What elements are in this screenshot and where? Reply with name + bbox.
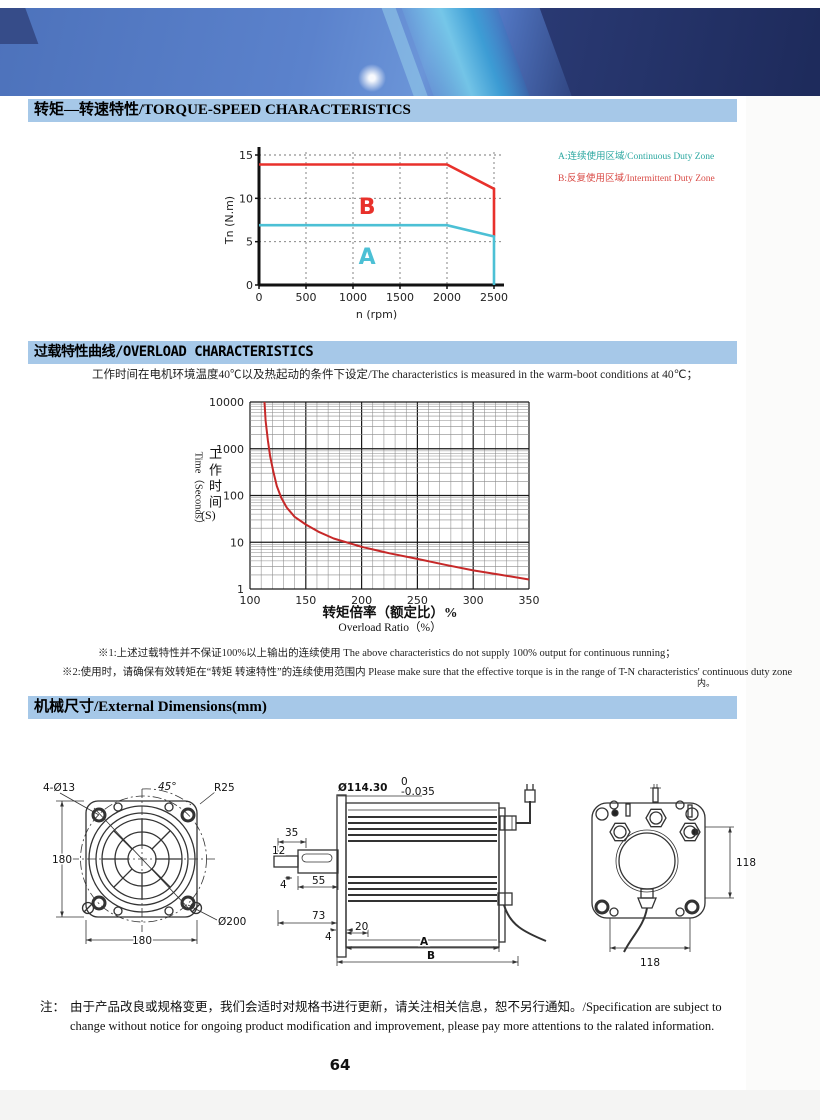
rear-boss: [618, 832, 676, 890]
overload-ylabel-cn: 工作时间: [207, 447, 222, 511]
top-connector: [499, 815, 517, 831]
dim-spigot-tol-lower: -0.035: [401, 786, 435, 798]
banner-corner-wedge: [0, 8, 39, 44]
svg-text:Tn (N.m): Tn (N.m): [223, 196, 236, 245]
svg-text:n (rpm): n (rpm): [356, 308, 397, 321]
overload-conditions-note: 工作时间在电机环境温度40℃以及热起动的条件下设定/The characteri…: [92, 369, 699, 381]
dim-A: A: [420, 936, 429, 948]
svg-text:100: 100: [240, 594, 261, 607]
cable: [503, 904, 547, 942]
svg-text:0: 0: [246, 279, 253, 292]
bolt-holes: [91, 807, 196, 911]
specification-change-note: 注： 由于产品改良或规格变更，我们会适时对规格书进行更新，请关注相关信息，恕不另…: [40, 998, 746, 1037]
dim-4b: 4: [325, 931, 332, 943]
banner-dark-wedge: [532, 8, 820, 96]
dim-4a: 4: [280, 879, 287, 891]
svg-text:B: B: [359, 195, 376, 220]
header-banner-graphic: [0, 8, 820, 96]
section-title-torque-speed: 转矩—转速特性/TORQUE-SPEED CHARACTERISTICS: [28, 99, 737, 122]
overload-footnote-1: ※1:上述过载特性并不保证100%以上输出的连续使用 The above cha…: [98, 648, 676, 659]
dim-spigot-tol-upper: 0: [401, 776, 408, 788]
note-line1: 由于产品改良或规格变更，我们会适时对规格书进行更新，请关注相关信息，恕不另行通知…: [70, 1000, 722, 1034]
svg-text:A: A: [359, 245, 376, 270]
motor-body: [345, 802, 500, 948]
side-view-drawing: Ø114.30 0 -0.035 35 12 4 55 73 4 20 A B: [272, 776, 547, 966]
svg-text:100: 100: [223, 490, 244, 503]
overload-footnote-2: ※2:使用时，请确保有效转矩在“转矩 转速特性”的连续使用范围内 Please …: [62, 667, 793, 678]
dim-corner-radius: R25: [214, 782, 235, 794]
note-body: 由于产品改良或规格变更，我们会适时对规格书进行更新，请关注相关信息，恕不另行通知…: [70, 998, 746, 1037]
svg-text:2000: 2000: [433, 291, 461, 304]
section-title-overload: 过载特性曲线/OVERLOAD CHARACTERISTICS: [28, 341, 737, 364]
svg-text:0: 0: [256, 291, 263, 304]
svg-text:5: 5: [246, 236, 253, 249]
dim-55: 55: [312, 875, 325, 887]
svg-text:10: 10: [230, 536, 244, 549]
rear-cover-outline: [591, 802, 706, 919]
svg-text:1000: 1000: [216, 443, 244, 456]
dim-bolt-circle: Ø200: [218, 916, 246, 928]
svg-text:1000: 1000: [339, 291, 367, 304]
section-title-dimensions: 机械尺寸/External Dimensions(mm): [28, 696, 737, 719]
overload-xlabel-en: Overload Ratio（%）: [338, 622, 442, 634]
svg-text:250: 250: [407, 594, 428, 607]
dim-bolt-holes: 4-Ø13: [43, 782, 75, 794]
dim-rear-height: 118: [736, 857, 756, 869]
dim-73: 73: [312, 910, 325, 922]
svg-text:300: 300: [463, 594, 484, 607]
dim-12: 12: [272, 845, 285, 857]
rear-view-drawing: 118 118: [591, 784, 758, 971]
svg-text:1500: 1500: [386, 291, 414, 304]
dim-flange-width: 180: [132, 935, 152, 947]
legend-intermittent-duty: B:反复使用区域/Intermittent Duty Zone: [558, 174, 715, 184]
dim-rear-width: 118: [640, 957, 660, 969]
svg-text:10000: 10000: [209, 396, 244, 409]
svg-text:15: 15: [239, 149, 253, 162]
rear-cable: [623, 907, 648, 953]
svg-text:1: 1: [237, 583, 244, 596]
rear-cable-gland: [640, 888, 654, 899]
overload-ylabel-unit: (S): [201, 508, 216, 522]
overload-xlabel-cn: 转矩倍率（额定比）%: [322, 605, 458, 620]
svg-text:2500: 2500: [480, 291, 508, 304]
dim-angle: 45°: [158, 781, 177, 793]
shaft: [273, 855, 299, 868]
flange-outline: [85, 800, 198, 918]
footer-strip: [0, 1090, 820, 1120]
torque-speed-chart: 0 500 1000 1500 2000 2500 0 5 10 15 BAn (rpm) Tn (N…: [223, 147, 508, 321]
svg-text:10: 10: [239, 192, 253, 205]
overload-chart: 1 10 100 1000 10000 100 150 200 250 300 350: [209, 396, 540, 607]
svg-text:150: 150: [295, 594, 316, 607]
page-right-margin: [746, 96, 820, 1090]
dim-spigot-diameter: Ø114.30: [338, 782, 387, 794]
note-line2: for ongoing product modification and imp…: [183, 1019, 715, 1034]
page-number: 64: [329, 1056, 351, 1074]
note-prefix: 注：: [40, 1000, 66, 1014]
legend-continuous-duty: A:连续使用区域/Continuous Duty Zone: [558, 152, 715, 162]
dim-flange-height: 180: [52, 854, 72, 866]
front-view-drawing: 4-Ø13 45° R25 180 180 Ø200: [42, 781, 248, 949]
svg-text:350: 350: [519, 594, 540, 607]
dim-35: 35: [285, 827, 298, 839]
svg-text:500: 500: [296, 291, 317, 304]
dim-20: 20: [355, 921, 368, 933]
overload-footnote-2-tail: 内。: [697, 678, 716, 688]
svg-text:200: 200: [351, 594, 372, 607]
dim-B: B: [427, 950, 435, 962]
